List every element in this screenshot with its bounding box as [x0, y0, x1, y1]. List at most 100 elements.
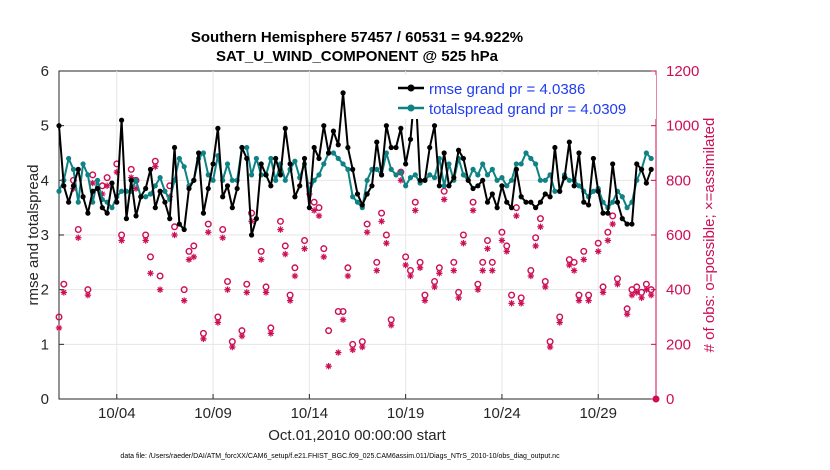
series-totalspread-point	[446, 161, 452, 167]
series-rmse-point	[123, 216, 130, 222]
series-rmse-point	[585, 202, 592, 208]
obs-possible-point	[411, 198, 419, 206]
obs-assimilated-point	[315, 212, 323, 220]
series-rmse-point	[210, 161, 216, 167]
obs-possible-point	[325, 327, 333, 335]
obs-assimilated-point	[412, 207, 419, 214]
obs-possible-point	[479, 258, 487, 266]
obs-assimilated-point	[310, 207, 318, 214]
series-rmse-point	[234, 185, 240, 192]
series-totalspread-point	[109, 205, 115, 211]
y-axis-left-label: rmse and totalspread	[25, 165, 42, 306]
series-rmse-point	[205, 185, 211, 192]
series-totalspread-point	[75, 199, 81, 205]
series-rmse-point	[489, 191, 495, 197]
series-rmse-point	[576, 150, 582, 156]
series-rmse-point	[374, 139, 380, 145]
series-totalspread-point	[268, 155, 274, 162]
series-rmse-point	[75, 166, 81, 172]
series-rmse-point	[128, 177, 134, 183]
series-totalspread-point	[537, 177, 544, 183]
obs-possible-point	[440, 187, 448, 195]
series-rmse-point	[138, 194, 144, 200]
series-totalspread-point	[576, 183, 582, 189]
obs-assimilated-point	[291, 272, 299, 280]
series-totalspread-point	[542, 177, 548, 183]
obs-assimilated-point	[219, 234, 226, 241]
series-totalspread-line	[58, 146, 652, 209]
data-file-footer: data file: /Users/raeder/DAI/ATM_forcXX/…	[120, 453, 560, 460]
y-axis-left: 0 1 2 3 4 5 6	[41, 63, 64, 408]
series-rmse-point	[306, 205, 312, 211]
obs-assimilated-point	[325, 363, 332, 370]
series-totalspread-point	[321, 161, 327, 167]
obs-assimilated-point	[301, 245, 308, 252]
y-right-tick-label: 800	[666, 172, 691, 189]
obs-possible-point	[594, 239, 602, 247]
x-tick-label: 10/14	[291, 405, 329, 422]
obs-assimilated-point	[229, 343, 236, 351]
obs-assimilated-point	[527, 272, 535, 280]
obs-zero-point	[652, 395, 660, 403]
series-totalspread-point	[152, 183, 158, 189]
obs-assimilated-point	[508, 300, 515, 307]
series-totalspread-point	[70, 166, 77, 172]
obs-possible-point	[301, 236, 309, 244]
obs-assimilated-point	[89, 179, 96, 187]
series-totalspread-point	[118, 188, 125, 194]
x-axis: 10/04 10/09 10/14 10/19 10/24 10/29	[98, 394, 617, 422]
series-totalspread-point	[533, 161, 539, 167]
series-rmse-point	[436, 183, 442, 189]
series-rmse-point	[114, 199, 120, 205]
series-rmse-point	[248, 232, 255, 238]
series-totalspread-point	[350, 194, 356, 200]
series-totalspread-point	[282, 177, 288, 183]
series-totalspread-point	[273, 177, 279, 183]
series-rmse-point	[330, 128, 337, 134]
series-totalspread-point	[480, 161, 486, 167]
obs-markers	[55, 157, 660, 403]
series-totalspread-point	[460, 172, 467, 178]
series-totalspread-point	[523, 150, 529, 156]
obs-assimilated-point	[205, 229, 212, 236]
obs-assimilated-point	[282, 250, 289, 258]
obs-assimilated-point	[402, 261, 409, 269]
obs-possible-point	[180, 286, 188, 294]
y-right-tick-label: 600	[666, 227, 691, 244]
y-left-tick-label: 3	[41, 227, 49, 244]
series-totalspread-point	[94, 177, 101, 183]
obs-possible-point	[363, 220, 371, 228]
obs-assimilated-point	[200, 335, 207, 343]
obs-assimilated-point	[214, 319, 222, 326]
obs-possible-point	[450, 258, 458, 266]
x-tick-label: 10/19	[387, 405, 425, 422]
series-rmse-point	[494, 205, 500, 211]
obs-assimilated-point	[103, 182, 111, 189]
series-totalspread-point	[205, 172, 211, 178]
series-totalspread-point	[248, 172, 255, 178]
obs-assimilated-point	[575, 297, 583, 304]
series-totalspread-point	[147, 191, 154, 197]
obs-assimilated-point	[185, 256, 193, 263]
obs-assimilated-point	[647, 291, 655, 299]
series-rmse-point	[460, 155, 467, 162]
series-rmse-line	[58, 83, 653, 236]
series-totalspread-point	[210, 177, 216, 183]
obs-assimilated-point	[440, 196, 448, 203]
obs-assimilated-point	[633, 289, 640, 296]
obs-possible-point	[281, 242, 289, 250]
y-right-tick-label: 0	[666, 391, 674, 408]
series-rmse-point	[547, 194, 553, 200]
obs-possible-point	[334, 308, 342, 316]
obs-assimilated-point	[580, 256, 587, 263]
obs-assimilated-point	[363, 229, 371, 236]
obs-assimilated-point	[489, 267, 496, 274]
series-totalspread-point	[244, 144, 250, 151]
series-rmse-point	[523, 199, 529, 205]
series-totalspread-point	[610, 199, 616, 205]
series-totalspread-point	[590, 188, 597, 194]
series-rmse-point	[629, 221, 635, 227]
obs-possible-point	[580, 247, 588, 255]
y-left-tick-label: 4	[41, 172, 49, 189]
